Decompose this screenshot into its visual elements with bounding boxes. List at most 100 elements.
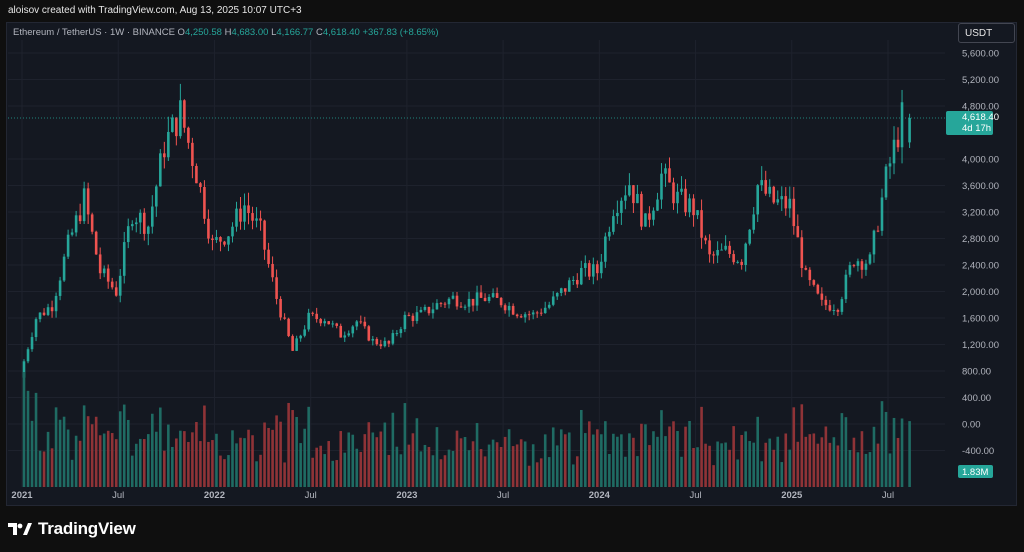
volume-bar xyxy=(644,424,647,487)
volume-bar xyxy=(896,437,900,487)
candle-body xyxy=(900,102,904,148)
candle-body xyxy=(547,304,551,308)
candle-body xyxy=(70,232,74,235)
volume-bar xyxy=(199,441,202,487)
volume-badge xyxy=(958,465,993,478)
volume-bar xyxy=(708,445,711,487)
volume-bar xyxy=(788,449,792,487)
volume-bar xyxy=(511,446,515,487)
volume-bar xyxy=(235,443,238,487)
symbol-name: Ethereum / TetherUS · 1W · BINANCE xyxy=(13,27,175,38)
volume-bar xyxy=(66,429,70,487)
candle-body xyxy=(142,212,146,234)
candle-body xyxy=(451,295,455,299)
volume-bar xyxy=(263,422,266,487)
candle-body xyxy=(728,245,731,255)
candle-body xyxy=(38,312,42,320)
candle-body xyxy=(407,314,411,316)
candle-body xyxy=(592,264,595,277)
volume-bar xyxy=(251,435,254,487)
volume-bar xyxy=(648,445,651,487)
volume-bar xyxy=(563,434,567,487)
volume-bar xyxy=(688,420,691,487)
candle-body xyxy=(347,333,351,336)
candle-body xyxy=(375,338,379,345)
candle-body xyxy=(98,254,102,274)
chart-panel[interactable] xyxy=(6,22,1017,506)
candle-body xyxy=(327,321,331,325)
volume-bar xyxy=(403,403,407,487)
volume-bar xyxy=(519,439,523,487)
candle-body xyxy=(515,314,519,317)
volume-bar xyxy=(724,442,727,487)
candle-body xyxy=(215,237,218,240)
volume-bar xyxy=(142,439,146,487)
candle-body xyxy=(756,185,759,215)
volume-bar xyxy=(267,427,270,487)
last-price-badge xyxy=(946,111,993,136)
candle-body xyxy=(692,198,695,216)
volume-bar xyxy=(824,426,828,487)
candle-body xyxy=(46,307,50,315)
volume-bar xyxy=(592,434,595,487)
candle-body xyxy=(555,292,559,297)
volume-bar xyxy=(712,465,715,487)
candle-body xyxy=(551,296,555,305)
volume-bar xyxy=(319,445,322,487)
volume-bar xyxy=(239,437,242,487)
tradingview-logo[interactable]: TradingView xyxy=(8,518,136,540)
candle-body xyxy=(527,314,531,316)
volume-bar xyxy=(363,434,367,487)
close-label: C xyxy=(315,27,323,38)
candle-body xyxy=(74,215,78,233)
volume-bar xyxy=(872,426,876,487)
candle-body xyxy=(479,292,483,298)
candle-body xyxy=(499,297,503,306)
candle-body xyxy=(700,210,703,238)
candle-body xyxy=(868,254,872,264)
candle-body xyxy=(712,254,715,256)
volume-bar xyxy=(764,442,768,487)
volume-bar xyxy=(852,437,856,487)
volume-bar xyxy=(880,401,884,487)
volume-bar xyxy=(58,419,62,487)
volume-bar xyxy=(375,437,379,487)
volume-bar xyxy=(335,460,339,487)
volume-bar xyxy=(692,448,695,487)
volume-bar xyxy=(327,441,331,487)
volume-bar xyxy=(884,411,888,487)
volume-bar xyxy=(864,453,868,487)
volume-bar xyxy=(551,427,555,487)
volume-bar xyxy=(159,407,162,487)
volume-bar xyxy=(355,448,359,487)
candle-body xyxy=(331,323,335,325)
candle-body xyxy=(275,277,278,299)
candle-body xyxy=(531,312,535,315)
candle-body xyxy=(824,299,828,306)
candle-body xyxy=(828,305,832,311)
volume-bar xyxy=(211,440,214,487)
currency-button[interactable]: USDT xyxy=(958,23,1015,43)
volume-bar xyxy=(868,452,872,487)
candle-body xyxy=(399,329,403,334)
volume-bar xyxy=(243,438,246,487)
volume-bar xyxy=(700,406,703,487)
candle-body xyxy=(503,305,507,311)
candle-body xyxy=(391,333,395,344)
candle-body xyxy=(575,279,579,285)
tradingview-logo-text: TradingView xyxy=(38,519,136,538)
volume-bar xyxy=(507,429,511,487)
volume-bar xyxy=(487,444,491,487)
volume-bar xyxy=(411,433,415,487)
volume-bar xyxy=(255,461,258,487)
volume-bar xyxy=(816,443,820,487)
y-tick-label: 1,200.00 xyxy=(962,340,999,351)
volume-bar xyxy=(303,428,306,487)
volume-bar xyxy=(74,435,78,487)
candle-body xyxy=(106,268,110,282)
volume-bar xyxy=(776,436,780,487)
y-tick-label: 3,600.00 xyxy=(962,181,999,192)
candle-body xyxy=(291,336,294,351)
volume-bar xyxy=(571,464,575,487)
